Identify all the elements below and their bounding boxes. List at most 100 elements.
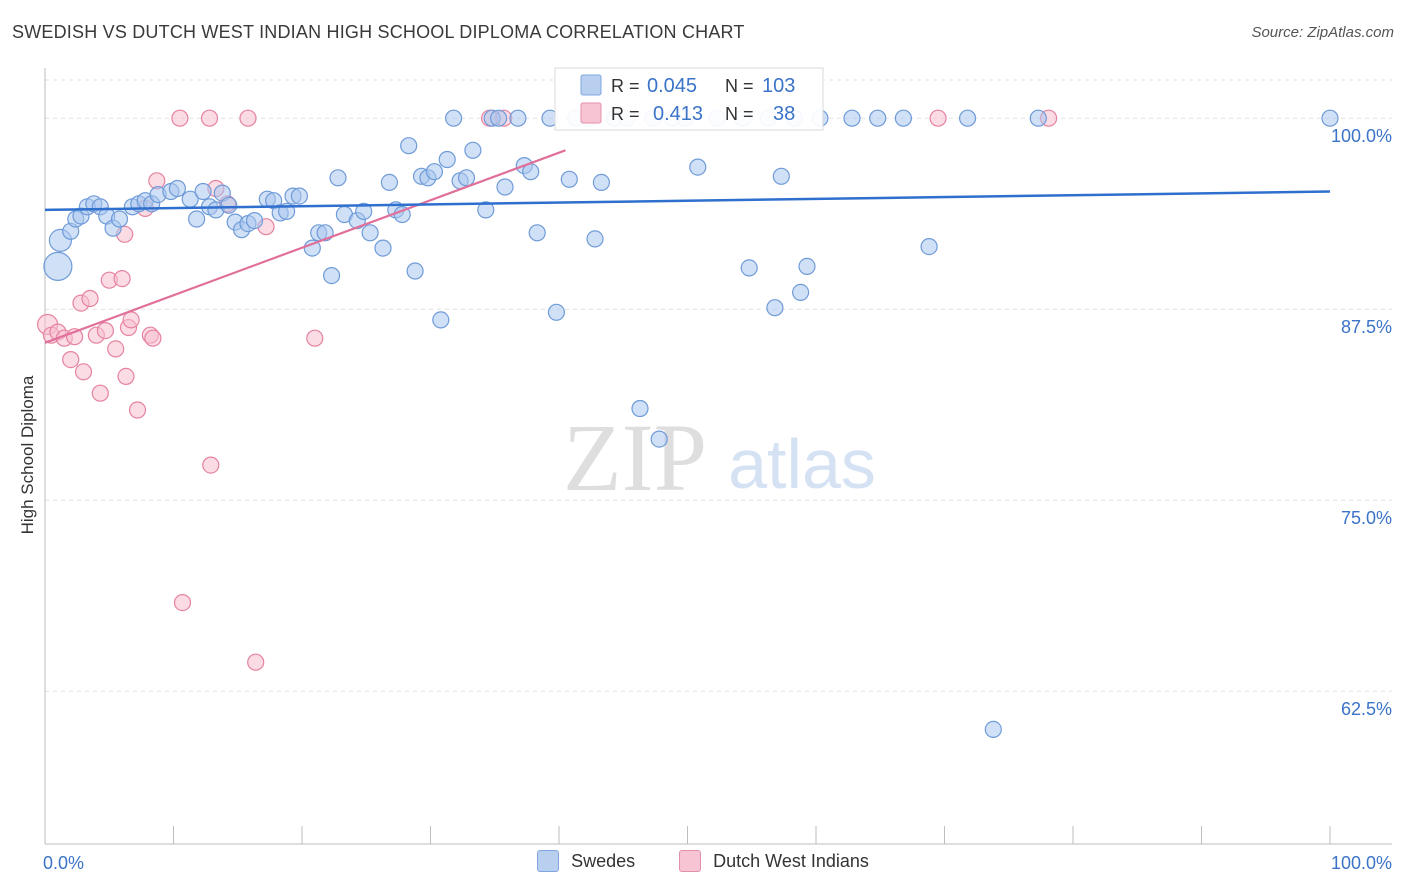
stats-swatch-dutch bbox=[580, 102, 602, 124]
watermark: ZIP atlas bbox=[563, 404, 876, 511]
dutch-point bbox=[306, 329, 324, 347]
dutch-point bbox=[117, 367, 135, 385]
swedes-point bbox=[490, 109, 508, 127]
swedes-point bbox=[432, 311, 450, 329]
dutch-point bbox=[96, 322, 115, 340]
swedes-point bbox=[194, 182, 212, 201]
dutch-point bbox=[202, 456, 220, 474]
dutch-point bbox=[91, 384, 109, 402]
y-tick-label: 75.0% bbox=[1341, 508, 1392, 528]
swedes-point bbox=[496, 178, 514, 196]
stats-swedes-r-label: R = bbox=[611, 76, 640, 96]
swedes-point bbox=[560, 170, 578, 188]
legend-label-dutch: Dutch West Indians bbox=[713, 850, 869, 871]
axes bbox=[44, 68, 1392, 845]
legend-swatch-dutch bbox=[679, 850, 702, 872]
swedes-point bbox=[650, 430, 668, 448]
dutch-point bbox=[62, 351, 80, 369]
swedes-point bbox=[457, 169, 476, 187]
swedes-point bbox=[1321, 109, 1339, 127]
stats-dutch-n-value: 38 bbox=[773, 103, 795, 125]
swedes-point bbox=[290, 187, 308, 205]
swedes-point bbox=[1029, 109, 1047, 127]
dutch-point bbox=[113, 270, 131, 288]
swedes-point bbox=[406, 262, 424, 280]
swedes-point bbox=[894, 109, 913, 127]
swedes-point bbox=[740, 259, 758, 277]
chart-title: SWEDISH VS DUTCH WEST INDIAN HIGH SCHOOL… bbox=[12, 22, 745, 42]
swedes-point bbox=[445, 109, 463, 127]
swedes-point bbox=[438, 150, 456, 169]
swedes-point bbox=[772, 167, 790, 185]
stats-swedes-r-value: 0.045 bbox=[647, 75, 697, 97]
stats-dutch-r-label: R = bbox=[611, 104, 640, 124]
swedes-point bbox=[374, 239, 392, 257]
watermark-atlas: atlas bbox=[728, 425, 876, 503]
swedes-point bbox=[400, 137, 418, 155]
legend-item-dutch-west-indians[interactable]: Dutch West Indians bbox=[679, 850, 869, 872]
swedes-point bbox=[43, 251, 73, 281]
trend-lines bbox=[44, 149, 1331, 344]
swedes-point bbox=[477, 201, 495, 219]
x-tick-label: 100.0% bbox=[1331, 853, 1392, 873]
swedes-point bbox=[631, 399, 649, 418]
source-label: Source: ZipAtlas.com bbox=[1251, 24, 1394, 41]
x-tick-label: 0.0% bbox=[43, 853, 84, 873]
swedes-point bbox=[509, 109, 527, 127]
swedes-point bbox=[303, 239, 321, 257]
stats-swedes-n-label: N = bbox=[725, 76, 754, 96]
y-tick-label: 62.5% bbox=[1341, 699, 1392, 719]
chart-legend: Swedes Dutch West Indians bbox=[0, 850, 1406, 872]
stats-dutch-n-label: N = bbox=[725, 104, 754, 124]
dutch-point bbox=[122, 311, 140, 329]
swedes-point bbox=[586, 230, 604, 248]
dutch-point bbox=[171, 109, 189, 127]
swedes-point bbox=[528, 224, 546, 242]
swedes-point bbox=[869, 109, 887, 127]
swedes-point bbox=[958, 109, 977, 127]
swedes-point bbox=[425, 163, 443, 181]
swedes-point bbox=[380, 173, 398, 191]
dutch-point bbox=[247, 653, 265, 671]
swedes-point bbox=[464, 141, 482, 159]
stats-swatch-swedes bbox=[580, 74, 602, 96]
stats-swedes-n-value: 103 bbox=[762, 75, 795, 97]
stats-legend-box: R = 0.045 N = 103 R = 0.413 N = 38 bbox=[554, 67, 824, 131]
dutch-point bbox=[74, 363, 93, 381]
dutch-point bbox=[929, 109, 947, 127]
swedes-point bbox=[689, 158, 707, 176]
swedes-point bbox=[355, 202, 373, 220]
dutch-point bbox=[200, 109, 219, 127]
tick-labels: 100.0% 87.5% 75.0% 62.5% 0.0% 100.0% bbox=[43, 126, 1392, 873]
dutch-point bbox=[173, 593, 192, 612]
y-tick-label: 87.5% bbox=[1341, 317, 1392, 337]
swedes-point bbox=[323, 267, 341, 285]
dutch-point bbox=[128, 401, 147, 419]
legend-item-swedes[interactable]: Swedes bbox=[537, 850, 635, 872]
dutch-point bbox=[81, 289, 99, 308]
swedes-point bbox=[843, 109, 861, 127]
swedes-point bbox=[798, 257, 816, 275]
y-tick-label: 100.0% bbox=[1331, 126, 1392, 146]
swedes-point bbox=[329, 169, 347, 187]
swedes-point bbox=[110, 210, 129, 228]
gridlines bbox=[45, 79, 1392, 692]
swedes-point bbox=[245, 212, 264, 230]
swedes-point bbox=[791, 283, 810, 301]
stats-dutch-r-value: 0.413 bbox=[653, 103, 703, 125]
swedes-point bbox=[168, 179, 186, 198]
legend-label-swedes: Swedes bbox=[571, 850, 636, 871]
swedes-point bbox=[188, 210, 206, 228]
swedes-point bbox=[766, 299, 784, 317]
dutch-trend-line bbox=[44, 149, 566, 344]
dutch-point bbox=[107, 340, 125, 358]
swedes-point bbox=[547, 303, 566, 321]
swedes-point bbox=[361, 224, 379, 242]
legend-swatch-swedes bbox=[537, 850, 560, 872]
swedes-point bbox=[592, 173, 611, 191]
swedes-trend-line bbox=[44, 190, 1331, 212]
swedes-point bbox=[984, 720, 1002, 739]
dutch-point bbox=[144, 329, 162, 347]
swedes-point bbox=[920, 238, 938, 256]
